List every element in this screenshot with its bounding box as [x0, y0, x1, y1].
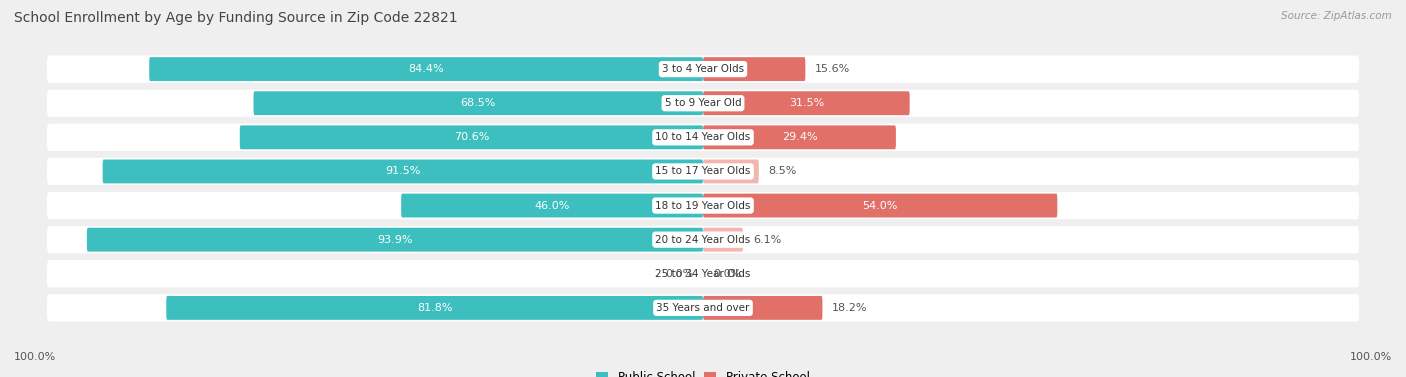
Text: 29.4%: 29.4% — [782, 132, 817, 143]
Text: Source: ZipAtlas.com: Source: ZipAtlas.com — [1281, 11, 1392, 21]
Text: 15 to 17 Year Olds: 15 to 17 Year Olds — [655, 166, 751, 176]
FancyBboxPatch shape — [401, 194, 703, 218]
FancyBboxPatch shape — [46, 124, 1360, 151]
FancyBboxPatch shape — [703, 194, 1057, 218]
Text: 100.0%: 100.0% — [14, 352, 56, 362]
Text: 91.5%: 91.5% — [385, 166, 420, 176]
FancyBboxPatch shape — [703, 126, 896, 149]
Text: 84.4%: 84.4% — [408, 64, 444, 74]
Text: 81.8%: 81.8% — [418, 303, 453, 313]
FancyBboxPatch shape — [46, 55, 1360, 83]
FancyBboxPatch shape — [46, 90, 1360, 117]
Text: 20 to 24 Year Olds: 20 to 24 Year Olds — [655, 234, 751, 245]
FancyBboxPatch shape — [149, 57, 703, 81]
Legend: Public School, Private School: Public School, Private School — [592, 366, 814, 377]
FancyBboxPatch shape — [46, 226, 1360, 253]
FancyBboxPatch shape — [103, 159, 703, 183]
FancyBboxPatch shape — [46, 192, 1360, 219]
FancyBboxPatch shape — [703, 91, 910, 115]
Text: 5 to 9 Year Old: 5 to 9 Year Old — [665, 98, 741, 108]
FancyBboxPatch shape — [166, 296, 703, 320]
Text: 8.5%: 8.5% — [769, 166, 797, 176]
Text: 31.5%: 31.5% — [789, 98, 824, 108]
FancyBboxPatch shape — [703, 159, 759, 183]
Text: 25 to 34 Year Olds: 25 to 34 Year Olds — [655, 269, 751, 279]
Text: 100.0%: 100.0% — [1350, 352, 1392, 362]
FancyBboxPatch shape — [703, 296, 823, 320]
Text: 15.6%: 15.6% — [815, 64, 851, 74]
Text: School Enrollment by Age by Funding Source in Zip Code 22821: School Enrollment by Age by Funding Sour… — [14, 11, 458, 25]
Text: 54.0%: 54.0% — [862, 201, 898, 211]
Text: 18 to 19 Year Olds: 18 to 19 Year Olds — [655, 201, 751, 211]
FancyBboxPatch shape — [703, 228, 742, 251]
Text: 46.0%: 46.0% — [534, 201, 569, 211]
FancyBboxPatch shape — [703, 57, 806, 81]
FancyBboxPatch shape — [46, 294, 1360, 322]
FancyBboxPatch shape — [240, 126, 703, 149]
Text: 0.0%: 0.0% — [665, 269, 693, 279]
Text: 68.5%: 68.5% — [461, 98, 496, 108]
Text: 18.2%: 18.2% — [832, 303, 868, 313]
FancyBboxPatch shape — [46, 158, 1360, 185]
FancyBboxPatch shape — [253, 91, 703, 115]
Text: 10 to 14 Year Olds: 10 to 14 Year Olds — [655, 132, 751, 143]
FancyBboxPatch shape — [87, 228, 703, 251]
Text: 70.6%: 70.6% — [454, 132, 489, 143]
FancyBboxPatch shape — [46, 260, 1360, 287]
Text: 6.1%: 6.1% — [752, 234, 782, 245]
Text: 93.9%: 93.9% — [377, 234, 413, 245]
Text: 3 to 4 Year Olds: 3 to 4 Year Olds — [662, 64, 744, 74]
Text: 35 Years and over: 35 Years and over — [657, 303, 749, 313]
Text: 0.0%: 0.0% — [713, 269, 741, 279]
